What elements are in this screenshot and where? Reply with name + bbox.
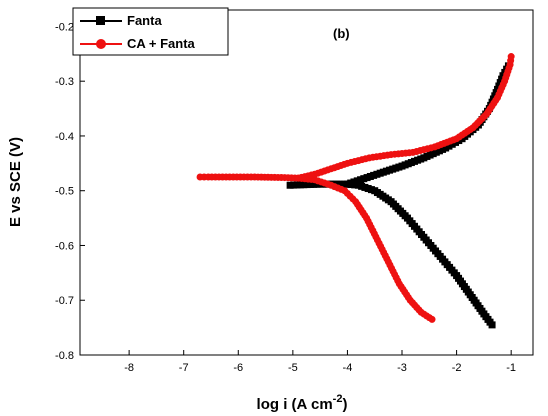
y-tick-label: -0.6 <box>55 240 74 252</box>
series-line-fanta-anodic <box>347 65 510 185</box>
legend-fanta-marker <box>96 16 105 25</box>
y-tick-label: -0.3 <box>55 76 74 88</box>
x-tick-label: -5 <box>288 362 298 374</box>
legend-label-fanta: Fanta <box>127 13 162 28</box>
x-axis-title-exponent: -2 <box>333 393 343 405</box>
legend: Fanta CA + Fanta <box>72 7 229 56</box>
legend-label-ca-fanta: CA + Fanta <box>127 36 196 51</box>
data-point-ca-fanta <box>507 53 515 61</box>
data-point-ca-fanta <box>428 315 436 323</box>
x-tick-label: -4 <box>343 362 353 374</box>
series-line-ca-fanta-cathodic <box>200 176 433 321</box>
data-point-fanta <box>336 180 344 188</box>
x-tick-label: -6 <box>233 362 243 374</box>
data-point-fanta <box>488 321 496 329</box>
x-tick-label: -8 <box>124 362 134 374</box>
x-tick-label: -7 <box>179 362 189 374</box>
y-tick-label: -0.4 <box>55 131 74 143</box>
x-axis-title-close: ) <box>342 396 347 413</box>
plot-frame <box>79 9 534 356</box>
y-tick-label: -0.2 <box>55 21 74 33</box>
panel-label: (b) <box>333 26 350 41</box>
legend-ca-fanta-marker <box>96 39 106 49</box>
data-point-fanta <box>340 180 348 188</box>
y-tick-label: -0.7 <box>55 295 74 307</box>
x-tick-label: -1 <box>506 362 516 374</box>
y-tick-label: -0.8 <box>55 350 74 362</box>
series-layer <box>196 53 515 329</box>
y-tick-label: -0.5 <box>55 186 74 198</box>
x-tick-label: -3 <box>397 362 407 374</box>
axis-ticks: -8 -7 -6 -5 -4 -3 -2 -1 -0.8 -0.7 -0.6 -0.5 -0.4 -0.3… <box>55 21 516 374</box>
x-axis-title: log i (A cm-2) <box>257 393 348 413</box>
x-axis-title-main: log i (A cm <box>257 396 333 413</box>
y-axis-title: E vs SCE (V) <box>7 137 24 227</box>
x-tick-label: -2 <box>452 362 462 374</box>
